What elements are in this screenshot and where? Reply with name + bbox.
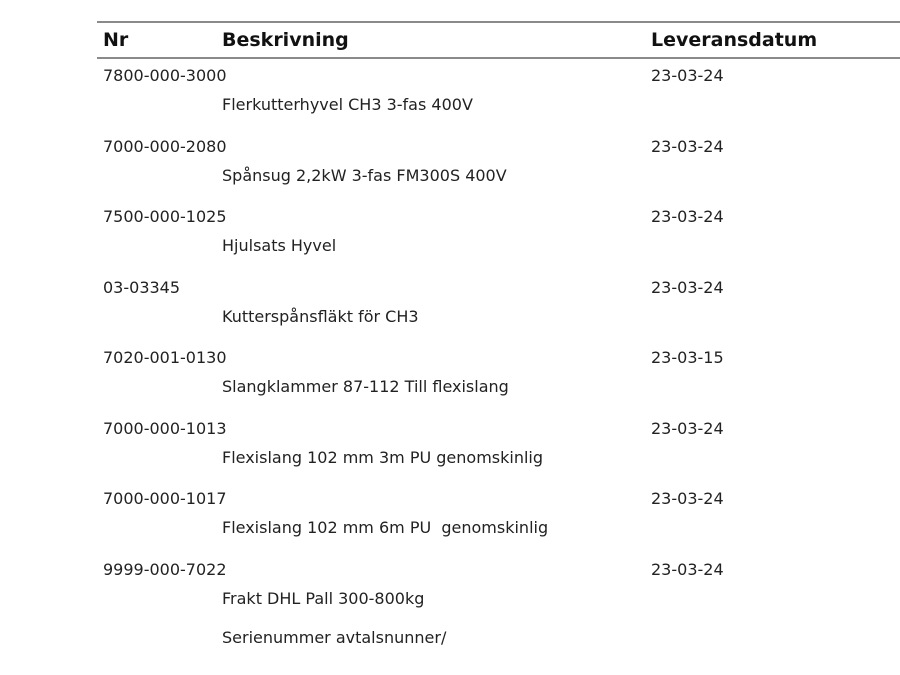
cell-delivery-date: 23-03-24 [651, 418, 724, 438]
cell-description: Kutterspånsfläkt för CH3 [222, 306, 419, 326]
cell-delivery-date: 23-03-15 [651, 348, 724, 367]
cell-delivery-date: 23-03-24 [651, 207, 724, 226]
cell-nr: 7020-001-0130 [103, 348, 227, 367]
cell-delivery-date: 23-03-24 [651, 136, 724, 156]
header-nr: Nr [103, 29, 129, 51]
cell-description: Frakt DHL Pall 300-800kg [222, 588, 425, 608]
cell-nr: 7800-000-3000 [103, 66, 227, 85]
cell-delivery-date: 23-03-24 [651, 559, 724, 579]
cell-description: Flerkutterhyvel CH3 3-fas 400V [222, 95, 473, 114]
cell-delivery-date: 23-03-24 [651, 489, 724, 508]
cell-delivery-date: 23-03-24 [651, 66, 724, 85]
top-rule [97, 21, 900, 23]
header-description: Beskrivning [222, 29, 349, 51]
cell-nr: 7000-000-1017 [103, 489, 227, 508]
cell-nr: 7500-000-1025 [103, 207, 227, 226]
cell-description: Spånsug 2,2kW 3-fas FM300S 400V [222, 165, 507, 185]
header-delivery-date: Leveransdatum [651, 29, 818, 51]
cell-nr: 7000-000-1013 [103, 418, 227, 438]
cell-nr: 03-03345 [103, 277, 181, 297]
cell-description: Hjulsats Hyvel [222, 236, 337, 255]
header-rule [97, 57, 900, 59]
cell-description: Slangklammer 87-112 Till flexislang [222, 377, 509, 396]
cell-description: Flexislang 102 mm 6m PU genomskinlig [222, 518, 549, 537]
cell-nr: 9999-000-7022 [103, 559, 227, 579]
cell-nr: 7000-000-2080 [103, 136, 227, 156]
footer-note: Serienummer avtalsnunner/ [222, 628, 447, 647]
cell-description: Flexislang 102 mm 3m PU genomskinlig [222, 447, 544, 467]
cell-delivery-date: 23-03-24 [651, 277, 724, 297]
